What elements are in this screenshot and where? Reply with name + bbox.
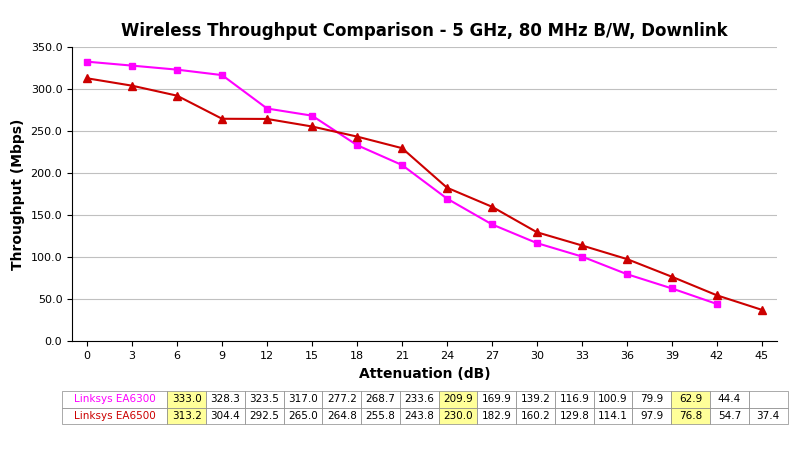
- X-axis label: Attenuation (dB): Attenuation (dB): [359, 366, 490, 381]
- Y-axis label: Throughput (Mbps): Throughput (Mbps): [11, 118, 25, 270]
- Title: Wireless Throughput Comparison - 5 GHz, 80 MHz B/W, Downlink: Wireless Throughput Comparison - 5 GHz, …: [121, 22, 728, 40]
